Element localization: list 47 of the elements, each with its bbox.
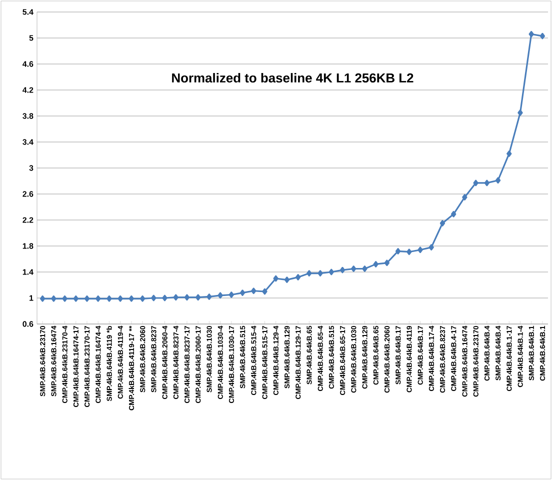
point	[218, 292, 223, 299]
point	[206, 294, 212, 300]
text: Normalized to baseline 4K L1 256KB L2	[172, 73, 414, 83]
point	[118, 295, 123, 302]
point	[84, 295, 90, 302]
point	[62, 295, 68, 302]
point	[495, 177, 501, 184]
point	[184, 294, 190, 301]
point	[284, 276, 290, 283]
point	[428, 244, 434, 250]
point	[228, 292, 234, 298]
point	[273, 275, 278, 282]
point	[484, 180, 490, 186]
point	[51, 295, 56, 302]
point	[528, 30, 534, 38]
point	[295, 274, 301, 280]
point	[384, 260, 390, 266]
point	[406, 248, 412, 256]
point	[328, 268, 334, 276]
point	[306, 270, 312, 276]
point	[140, 295, 146, 302]
point	[173, 294, 178, 301]
point	[251, 288, 256, 294]
point	[395, 248, 401, 254]
point	[506, 150, 512, 157]
point	[195, 294, 201, 301]
point	[151, 294, 156, 302]
point	[73, 295, 78, 302]
point	[440, 220, 446, 226]
point	[518, 110, 523, 116]
point	[540, 32, 546, 40]
point	[96, 295, 101, 302]
point	[106, 295, 112, 302]
point	[362, 266, 368, 272]
point	[318, 270, 323, 276]
point	[351, 266, 356, 272]
point	[162, 294, 168, 302]
point	[128, 295, 134, 302]
point	[40, 295, 46, 302]
point	[373, 261, 378, 268]
point	[262, 288, 268, 295]
point	[450, 210, 456, 218]
point	[418, 246, 423, 254]
point	[473, 180, 478, 186]
point	[240, 290, 246, 296]
point	[462, 194, 468, 200]
point	[340, 266, 346, 274]
